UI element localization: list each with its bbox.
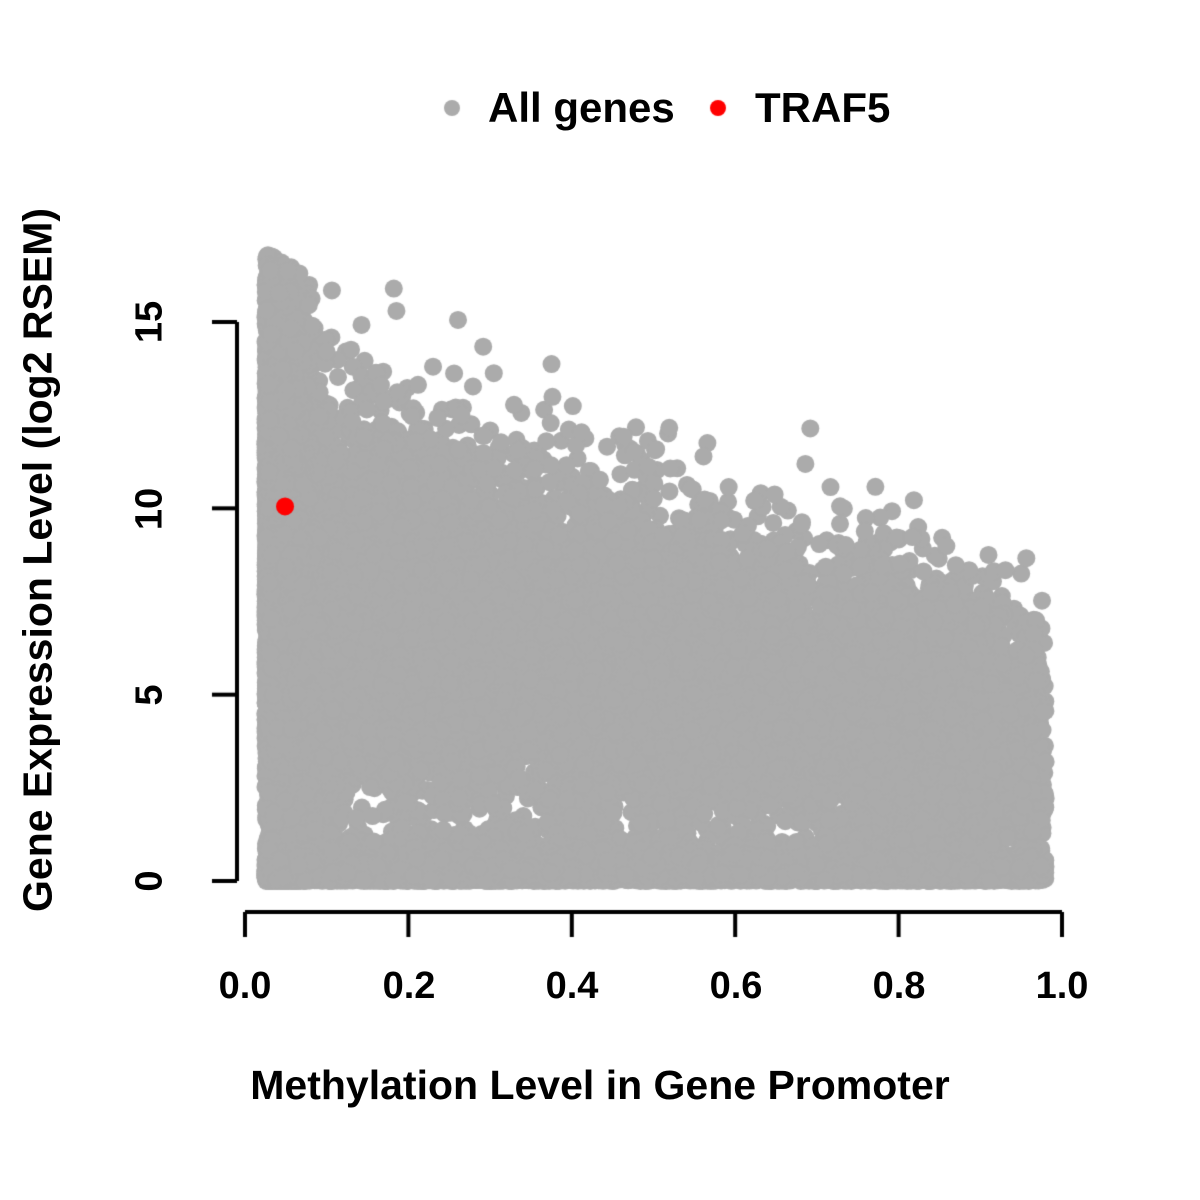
x-tick-label-1: 0.2 (382, 965, 436, 1007)
y-axis-title: Gene Expression Level (log2 RSEM) (14, 207, 61, 913)
x-tick-label-3: 0.6 (709, 965, 763, 1007)
x-tick-label-4: 0.8 (872, 965, 926, 1007)
y-tick-label-3: 15 (128, 300, 171, 344)
x-axis-title: Methylation Level in Gene Promoter (250, 1062, 950, 1108)
legend-label-traf5: TRAF5 (755, 84, 891, 131)
x-tick-label-2: 0.4 (545, 965, 599, 1007)
x-tick-label-5: 1.0 (1035, 965, 1089, 1007)
legend-label-all-genes: All genes (488, 84, 675, 131)
y-tick-label-1: 5 (128, 684, 171, 706)
y-tick-label-2: 10 (128, 487, 171, 531)
y-tick-label-0: 0 (128, 870, 171, 892)
x-tick-label-0: 0.0 (218, 965, 272, 1007)
